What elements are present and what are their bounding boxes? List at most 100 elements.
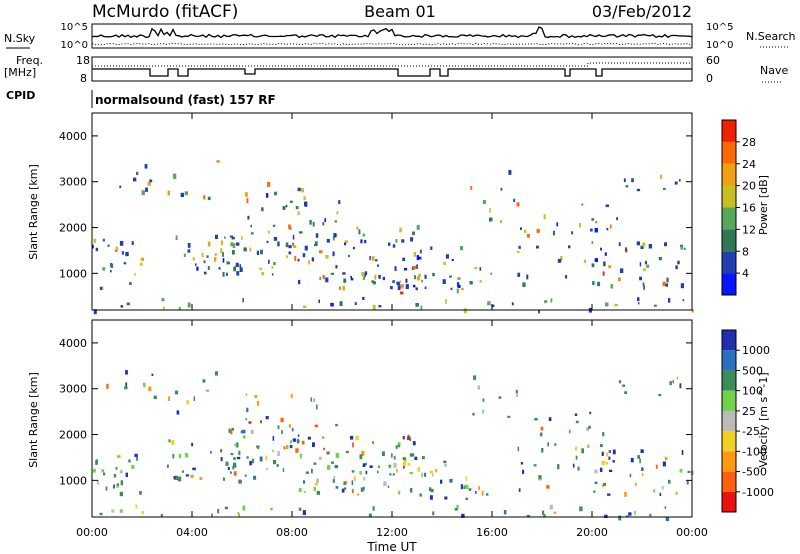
range-cell bbox=[217, 508, 220, 514]
range-cell bbox=[430, 246, 433, 250]
range-cell bbox=[413, 252, 416, 257]
range-cell bbox=[272, 224, 276, 227]
x-axis-label: Time UT bbox=[366, 540, 417, 554]
range-cell bbox=[302, 305, 307, 308]
range-cell bbox=[636, 241, 640, 246]
range-cell bbox=[601, 451, 604, 456]
range-cell bbox=[305, 204, 307, 207]
range-cell bbox=[614, 303, 618, 307]
range-cell bbox=[416, 225, 420, 230]
range-cell bbox=[325, 255, 329, 259]
range-cell bbox=[440, 479, 443, 484]
range-cell bbox=[568, 245, 571, 249]
colorbar-swatch bbox=[722, 229, 736, 252]
range-cell bbox=[403, 461, 406, 466]
range-cell bbox=[420, 305, 423, 311]
range-cell bbox=[605, 461, 608, 465]
range-cell bbox=[196, 266, 199, 271]
colorbar-swatch bbox=[722, 141, 736, 164]
freq-left-tick-bottom: 8 bbox=[80, 72, 87, 85]
range-cell bbox=[316, 490, 320, 495]
range-cell bbox=[362, 463, 366, 467]
range-cell bbox=[106, 383, 109, 389]
beam-title: Beam 01 bbox=[364, 2, 436, 21]
range-cell bbox=[416, 255, 419, 261]
power-y-axis: 1000 2000 3000 4000 bbox=[59, 130, 692, 280]
cpid-label: CPID bbox=[6, 89, 35, 102]
range-cell bbox=[409, 438, 412, 442]
range-cell bbox=[414, 275, 416, 280]
range-cell bbox=[391, 453, 393, 458]
range-cell bbox=[442, 279, 446, 284]
colorbar-tick-label: 1000 bbox=[742, 344, 770, 357]
range-cell bbox=[461, 513, 465, 518]
range-cell bbox=[604, 514, 608, 518]
velocity-colorbar-label-text: Velocity [m s^-1] bbox=[757, 372, 770, 467]
range-cell bbox=[125, 382, 128, 387]
range-cell bbox=[116, 483, 119, 488]
colorbar-tick-label: 25 bbox=[742, 405, 756, 418]
range-cell bbox=[599, 444, 603, 448]
range-cell bbox=[191, 442, 194, 447]
colorbar-tick-label: 20 bbox=[742, 180, 756, 193]
range-cell bbox=[249, 460, 252, 466]
range-cell bbox=[653, 489, 656, 493]
range-cell bbox=[520, 227, 522, 230]
range-cell bbox=[257, 446, 260, 450]
range-cell bbox=[345, 450, 349, 454]
range-cell bbox=[160, 513, 163, 517]
range-cell bbox=[276, 464, 279, 467]
range-cell bbox=[322, 436, 325, 439]
range-cell bbox=[312, 442, 315, 448]
freq-right-tick-bottom: 0 bbox=[706, 72, 713, 85]
range-cell bbox=[456, 282, 460, 287]
range-cell bbox=[326, 238, 330, 243]
range-cell bbox=[589, 411, 592, 415]
range-cell bbox=[552, 230, 555, 236]
range-cell bbox=[227, 467, 230, 471]
range-cell bbox=[344, 240, 348, 243]
range-cell bbox=[314, 482, 318, 486]
range-cell bbox=[622, 384, 626, 387]
range-cell bbox=[364, 239, 367, 244]
range-cell bbox=[392, 473, 395, 476]
range-cell bbox=[599, 467, 603, 472]
range-cell bbox=[313, 486, 316, 491]
x-tick-label: 00:00 bbox=[676, 526, 708, 539]
range-cell bbox=[526, 514, 530, 518]
range-cell bbox=[397, 283, 401, 286]
range-cell bbox=[460, 484, 463, 490]
range-cell bbox=[206, 389, 210, 392]
range-cell bbox=[407, 436, 411, 441]
range-cell bbox=[679, 244, 683, 247]
range-cell bbox=[429, 495, 433, 500]
range-cell bbox=[375, 259, 378, 262]
freq-line bbox=[92, 68, 692, 77]
range-cell bbox=[533, 464, 537, 467]
range-cell bbox=[92, 244, 94, 249]
range-cell bbox=[356, 226, 359, 230]
range-cell bbox=[362, 276, 366, 280]
range-cell bbox=[333, 476, 336, 479]
range-cell bbox=[190, 474, 194, 478]
range-cell bbox=[119, 240, 124, 246]
colorbar-swatch bbox=[722, 350, 736, 371]
range-cell bbox=[187, 249, 191, 253]
range-cell bbox=[211, 513, 213, 518]
range-cell bbox=[659, 492, 662, 496]
range-cell bbox=[222, 251, 224, 257]
range-cell bbox=[260, 249, 263, 255]
range-cell bbox=[482, 398, 485, 402]
range-cell bbox=[304, 245, 308, 251]
range-cell bbox=[465, 497, 468, 500]
range-cell bbox=[216, 160, 220, 163]
range-cell bbox=[136, 457, 138, 461]
range-cell bbox=[342, 285, 346, 291]
colorbar-swatch bbox=[722, 207, 736, 230]
range-cell bbox=[277, 241, 280, 247]
range-cell bbox=[508, 170, 512, 175]
range-cell bbox=[664, 506, 667, 509]
range-cell bbox=[602, 432, 605, 437]
range-cell bbox=[249, 421, 253, 424]
range-cell bbox=[261, 207, 264, 212]
